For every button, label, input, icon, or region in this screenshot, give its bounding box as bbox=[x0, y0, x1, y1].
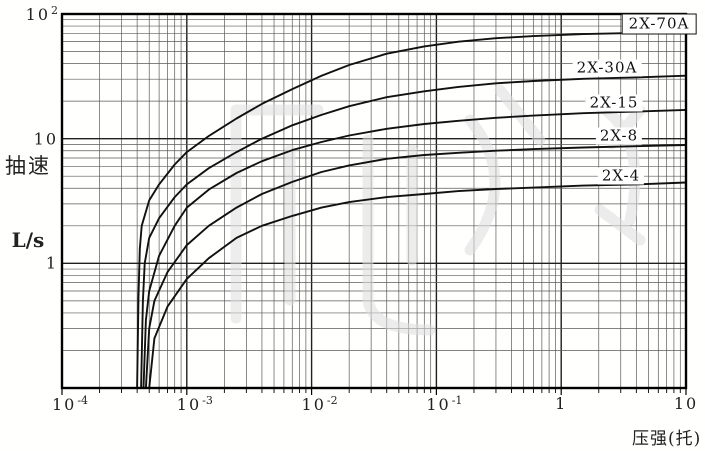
curve-2x-70a bbox=[136, 30, 687, 389]
y-tick-label: 10 bbox=[33, 129, 58, 149]
curve-label-2x-15: 2X-15 bbox=[585, 94, 643, 112]
curve-label-2x-4: 2X-4 bbox=[597, 167, 645, 185]
plot-frame bbox=[60, 12, 688, 390]
curve-2x-15 bbox=[142, 108, 687, 389]
curve-2x-30a bbox=[140, 74, 687, 389]
x-tick-label: 1 bbox=[555, 394, 568, 413]
y-tick-label: 1 bbox=[45, 253, 58, 273]
watermark bbox=[230, 84, 646, 336]
x-tick-label: 10-2 bbox=[301, 394, 338, 414]
curve-label-2x-30a: 2X-30A bbox=[572, 59, 642, 77]
y-tick-label: 102 bbox=[25, 4, 58, 24]
y-axis-title-cn: 抽速 bbox=[5, 154, 51, 178]
x-tick-label: 10-1 bbox=[426, 394, 463, 414]
x-tick-label: 10 bbox=[673, 394, 699, 413]
curve-label-2x-70a: 2X-70A bbox=[621, 13, 697, 35]
curve-2x-4 bbox=[148, 181, 687, 389]
curve-label-2x-8: 2X-8 bbox=[595, 127, 643, 145]
curve-2x-8 bbox=[144, 144, 687, 389]
x-tick-label: 10-4 bbox=[51, 394, 89, 414]
y-axis-title-units: L/s bbox=[11, 228, 45, 252]
x-axis-title: 压强(托) bbox=[632, 429, 702, 449]
curves bbox=[136, 30, 687, 389]
x-tick-label: 10-3 bbox=[176, 394, 213, 414]
